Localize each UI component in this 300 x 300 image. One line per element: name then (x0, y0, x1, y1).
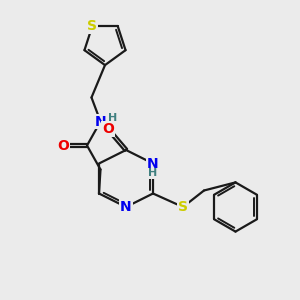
Text: H: H (148, 168, 158, 178)
Text: O: O (102, 122, 114, 136)
Text: S: S (87, 19, 97, 33)
Text: S: S (178, 200, 188, 214)
Text: H: H (109, 113, 118, 123)
Text: N: N (95, 115, 106, 128)
Text: O: O (57, 139, 69, 152)
Text: N: N (147, 157, 159, 170)
Text: N: N (120, 200, 132, 214)
